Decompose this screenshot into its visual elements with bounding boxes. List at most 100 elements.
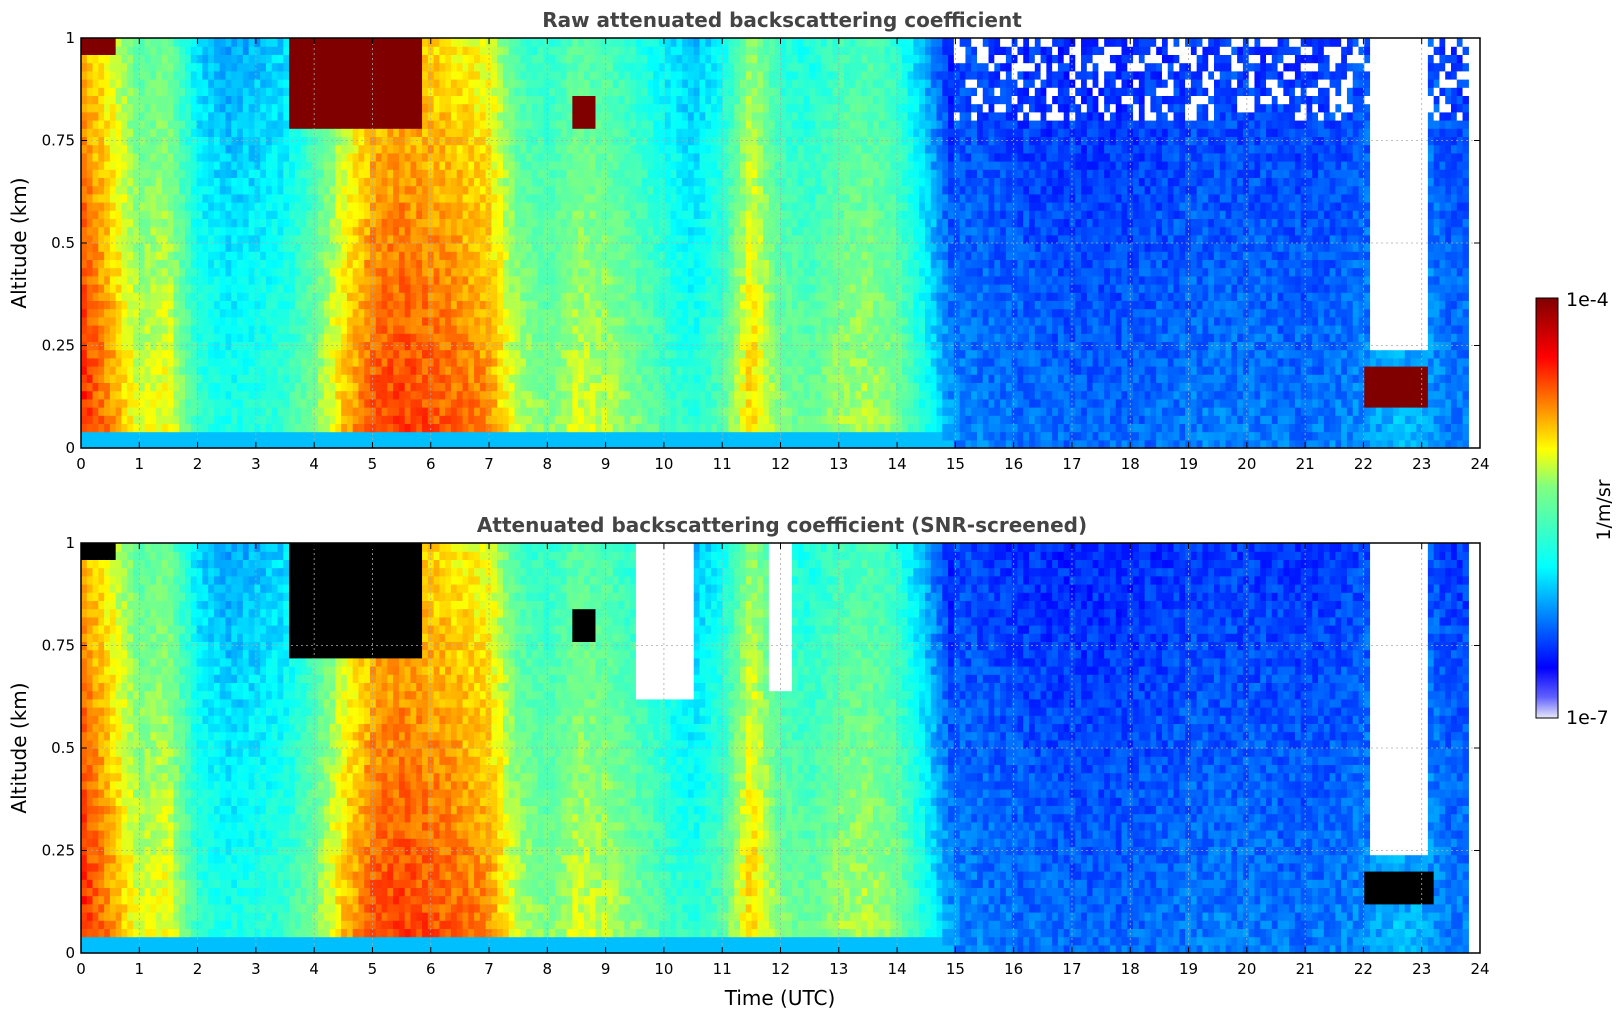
heat-cell bbox=[590, 104, 596, 113]
heat-cell bbox=[249, 259, 255, 268]
heat-cell bbox=[330, 38, 336, 47]
heat-cell bbox=[590, 128, 596, 137]
heat-cell bbox=[341, 415, 347, 424]
heat-cell bbox=[451, 268, 457, 277]
heat-cell bbox=[145, 54, 151, 63]
heat-cell bbox=[272, 325, 278, 334]
heat-cell bbox=[185, 391, 191, 400]
heat-cell bbox=[480, 350, 486, 359]
heat-cell bbox=[312, 284, 318, 293]
heat-cell bbox=[410, 276, 416, 285]
heat-cell bbox=[104, 112, 110, 121]
heat-cell bbox=[156, 350, 162, 359]
heat-cell bbox=[595, 87, 601, 96]
heat-cell bbox=[150, 432, 156, 441]
heat-cell bbox=[150, 391, 156, 400]
heat-cell bbox=[630, 251, 636, 260]
heat-cell bbox=[584, 210, 590, 219]
heat-cell bbox=[451, 399, 457, 408]
heat-cell bbox=[364, 407, 370, 416]
heat-cell bbox=[150, 177, 156, 186]
heat-cell bbox=[543, 87, 549, 96]
heat-cell bbox=[578, 235, 584, 244]
heat-cell bbox=[81, 317, 87, 326]
heat-cell bbox=[283, 202, 289, 211]
heat-cell bbox=[382, 358, 388, 367]
heat-cell bbox=[191, 194, 197, 203]
heat-cell bbox=[636, 432, 642, 441]
heat-cell bbox=[179, 415, 185, 424]
heat-cell bbox=[214, 218, 220, 227]
heat-cell bbox=[162, 333, 168, 342]
heat-cell bbox=[538, 333, 544, 342]
heat-cell bbox=[526, 104, 532, 113]
heat-cell bbox=[457, 169, 463, 178]
heat-cell bbox=[555, 317, 561, 326]
heat-cell bbox=[642, 71, 648, 80]
heat-cell bbox=[578, 292, 584, 301]
heat-cell bbox=[306, 112, 312, 121]
heat-cell bbox=[653, 243, 659, 252]
heat-cell bbox=[214, 333, 220, 342]
heat-cell bbox=[590, 227, 596, 236]
heat-cell bbox=[347, 407, 353, 416]
heat-cell bbox=[630, 309, 636, 318]
heat-cell bbox=[532, 153, 538, 162]
heat-cell bbox=[526, 186, 532, 195]
heat-cell bbox=[520, 268, 526, 277]
heat-cell bbox=[497, 235, 503, 244]
heat-cell bbox=[549, 54, 555, 63]
heat-cell bbox=[549, 95, 555, 104]
heat-cell bbox=[335, 399, 341, 408]
heat-cell bbox=[624, 112, 630, 121]
heat-cell bbox=[387, 120, 393, 129]
heat-cell bbox=[607, 415, 613, 424]
heat-cell bbox=[584, 317, 590, 326]
heat-cell bbox=[619, 63, 625, 72]
heat-cell bbox=[145, 177, 151, 186]
heat-cell bbox=[439, 145, 445, 154]
heat-cell bbox=[393, 300, 399, 309]
heat-cell bbox=[416, 227, 422, 236]
heat-cell bbox=[445, 87, 451, 96]
heat-cell bbox=[422, 423, 428, 432]
heat-cell bbox=[364, 399, 370, 408]
heat-cell bbox=[532, 333, 538, 342]
heat-cell bbox=[249, 284, 255, 293]
heat-cell bbox=[434, 38, 440, 47]
heat-cell bbox=[93, 153, 99, 162]
heat-cell bbox=[405, 104, 411, 113]
heat-cell bbox=[532, 210, 538, 219]
heat-cell bbox=[208, 46, 214, 55]
heat-cell bbox=[254, 128, 260, 137]
heat-cell bbox=[330, 153, 336, 162]
heat-cell bbox=[87, 104, 93, 113]
heat-cell bbox=[613, 432, 619, 441]
heat-cell bbox=[133, 87, 139, 96]
heat-cell bbox=[416, 415, 422, 424]
heat-cell bbox=[341, 71, 347, 80]
heat-cell bbox=[116, 243, 122, 252]
heat-cell bbox=[410, 169, 416, 178]
heat-cell bbox=[249, 243, 255, 252]
heat-cell bbox=[208, 317, 214, 326]
heat-cell bbox=[590, 177, 596, 186]
heat-cell bbox=[121, 399, 127, 408]
heat-cell bbox=[231, 153, 237, 162]
heat-cell bbox=[567, 112, 573, 121]
heat-cell bbox=[93, 325, 99, 334]
heat-cell bbox=[578, 38, 584, 47]
heat-cell bbox=[497, 218, 503, 227]
heat-cell bbox=[330, 177, 336, 186]
heat-cell bbox=[87, 235, 93, 244]
heat-cell bbox=[220, 366, 226, 375]
heat-cell bbox=[555, 210, 561, 219]
heat-cell bbox=[364, 284, 370, 293]
heat-cell bbox=[595, 145, 601, 154]
heat-cell bbox=[312, 169, 318, 178]
heat-cell bbox=[480, 235, 486, 244]
heat-cell bbox=[347, 268, 353, 277]
heat-cell bbox=[156, 161, 162, 170]
heat-cell bbox=[231, 71, 237, 80]
heat-cell bbox=[474, 243, 480, 252]
